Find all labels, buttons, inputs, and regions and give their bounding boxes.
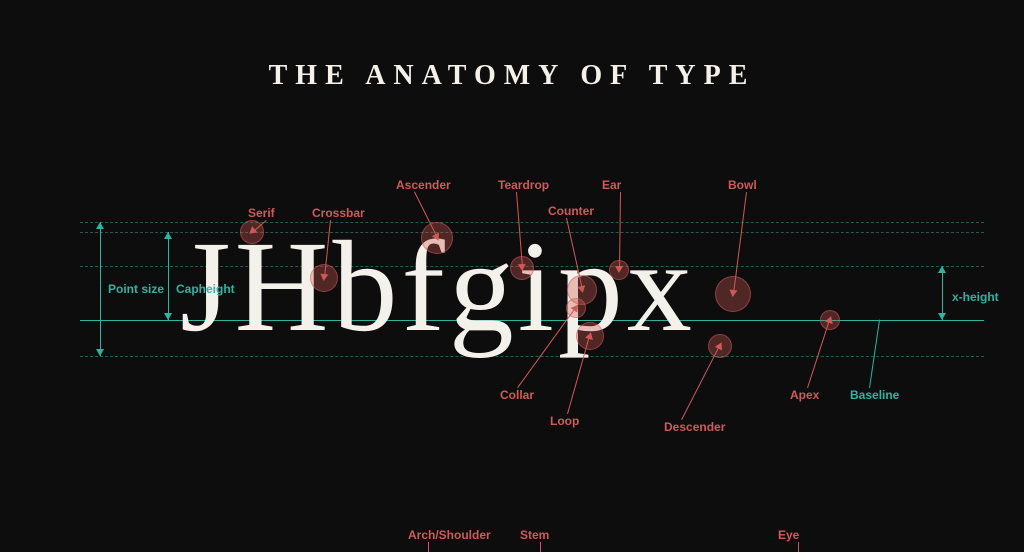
marker-teardrop (510, 256, 534, 280)
marker-apex (820, 310, 840, 330)
callout-label-apex: Apex (790, 388, 819, 402)
dimension-x-height (942, 266, 943, 320)
callout-label-ascender: Ascender (396, 178, 451, 192)
callout-apex-leader (807, 320, 830, 388)
callout-label-loop: Loop (550, 414, 579, 428)
baseline-leader (869, 320, 880, 388)
dimension-label-capheight: Capheight (176, 282, 235, 296)
callout-label-counter: Counter (548, 204, 594, 218)
baseline-label: Baseline (850, 388, 899, 402)
callout-label-teardrop: Teardrop (498, 178, 549, 192)
marker-crossbar (310, 264, 338, 292)
marker-loop (576, 322, 604, 350)
callout-label-arch-shoulder: Arch/Shoulder (408, 528, 491, 542)
callout-stem-leader (540, 542, 541, 552)
dimension-label-x-height: x-height (952, 290, 999, 304)
marker-ear (609, 260, 629, 280)
callout-label-descender: Descender (664, 420, 725, 434)
callout-label-stem: Stem (520, 528, 549, 542)
callout-arch-shoulder-leader (428, 542, 429, 552)
callout-label-eye: Eye (778, 528, 799, 542)
callout-label-collar: Collar (500, 388, 534, 402)
dimension-capheight (168, 232, 169, 320)
callout-eye-leader (798, 542, 799, 552)
marker-collar (566, 298, 586, 318)
callout-label-crossbar: Crossbar (312, 206, 365, 220)
dimension-label-point-size: Point size (108, 282, 164, 296)
marker-ascender (421, 222, 453, 254)
callout-label-bowl: Bowl (728, 178, 757, 192)
diagram-stage: JHbfgipxPoint sizeCapheightx-heightBasel… (0, 0, 1024, 552)
callout-label-ear: Ear (602, 178, 621, 192)
callout-label-serif: Serif (248, 206, 275, 220)
marker-descender (708, 334, 732, 358)
marker-serif (240, 220, 264, 244)
marker-bowl (715, 276, 751, 312)
dimension-point-size (100, 222, 101, 356)
